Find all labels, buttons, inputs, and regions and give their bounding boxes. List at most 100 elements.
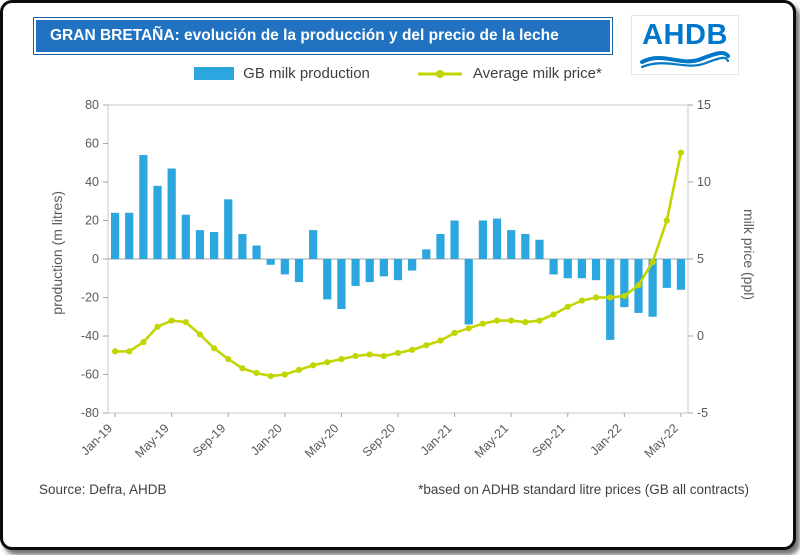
left-tick-label: -20 xyxy=(81,291,99,305)
x-tick-label: May-20 xyxy=(302,421,341,460)
x-tick-label: May-22 xyxy=(642,421,681,460)
price-marker xyxy=(493,317,501,324)
left-tick-label: -60 xyxy=(81,368,99,382)
price-marker xyxy=(324,359,331,366)
price-marker xyxy=(126,348,133,355)
x-tick-label: Jan-22 xyxy=(588,421,625,458)
price-marker xyxy=(663,217,670,224)
production-bar xyxy=(408,259,417,271)
price-marker xyxy=(253,369,260,377)
combo-chart: -80 -60 -40 -20 0 20 40 60 80 -5 0 5 10 15 Jan-19 May-1… xyxy=(78,98,711,461)
price-marker xyxy=(635,282,642,289)
price-marker xyxy=(182,319,189,326)
production-bar xyxy=(507,230,516,259)
price-marker xyxy=(154,323,161,330)
price-marker xyxy=(338,356,345,363)
production-bar xyxy=(521,233,530,259)
price-marker xyxy=(225,356,232,363)
x-tick-label: Sep-19 xyxy=(190,421,228,459)
price-marker xyxy=(578,297,586,304)
price-marker xyxy=(607,294,614,301)
production-bar xyxy=(535,239,544,259)
production-bar xyxy=(195,230,205,259)
right-axis-title: milk price (ppl) xyxy=(741,209,757,301)
production-bar xyxy=(167,168,176,259)
production-bar xyxy=(309,230,318,259)
price-marker xyxy=(437,337,444,344)
price-marker xyxy=(522,319,529,326)
right-tick-label: 15 xyxy=(697,98,711,112)
production-bar xyxy=(492,218,502,259)
production-bar xyxy=(365,259,374,283)
production-bar xyxy=(181,214,190,259)
left-tick-label: 80 xyxy=(85,98,99,112)
price-marker xyxy=(677,149,685,156)
production-bar xyxy=(238,233,247,259)
production-bar xyxy=(563,259,572,279)
price-marker xyxy=(267,372,274,380)
production-bars xyxy=(110,155,686,340)
legend-item-price: Average milk price* xyxy=(416,65,602,82)
production-bar xyxy=(139,155,148,259)
x-tick-label: Jan-20 xyxy=(248,421,285,458)
price-marker xyxy=(281,371,288,378)
price-marker xyxy=(479,320,486,327)
price-marker xyxy=(649,258,656,266)
ahdb-wave-icon xyxy=(640,51,730,69)
production-bar xyxy=(125,212,134,259)
x-tick-label: Sep-21 xyxy=(529,421,567,459)
production-bar xyxy=(591,259,601,281)
right-tick-label: 5 xyxy=(697,252,704,266)
price-marker xyxy=(380,352,387,360)
legend-line-swatch xyxy=(417,69,462,78)
price-markers xyxy=(111,149,685,380)
page-title-rest: : evolución de la producción y del preci… xyxy=(174,27,559,44)
production-bar xyxy=(209,232,219,259)
production-bar xyxy=(464,259,473,325)
price-marker xyxy=(394,349,402,357)
production-bar xyxy=(577,259,587,279)
production-bar xyxy=(422,249,431,259)
price-marker xyxy=(592,294,600,301)
price-marker xyxy=(465,325,472,332)
production-bar xyxy=(676,259,686,290)
production-bar xyxy=(549,259,558,275)
price-marker xyxy=(352,352,359,360)
price-marker xyxy=(295,366,303,373)
production-bar xyxy=(620,259,629,308)
price-marker xyxy=(140,339,147,346)
legend-bar-swatch xyxy=(194,67,235,80)
left-tick-label: 60 xyxy=(85,137,99,151)
x-tick-label: Sep-20 xyxy=(360,421,398,459)
legend-label-price: Average milk price* xyxy=(472,65,602,82)
legend-label-production: GB milk production xyxy=(243,65,370,82)
production-bar xyxy=(393,259,403,281)
x-tick-label: Jan-21 xyxy=(418,421,455,458)
footnote: *based on ADHB standard litre prices (GB… xyxy=(418,482,749,497)
ahdb-logo-text: AHDB xyxy=(642,19,728,51)
price-marker xyxy=(423,342,430,349)
production-bar xyxy=(648,259,657,317)
production-bar xyxy=(266,259,275,265)
production-bar xyxy=(323,259,332,300)
legend-item-production: GB milk production xyxy=(194,65,370,82)
title-banner: GRAN BRETAÑA: evolución de la producción… xyxy=(33,17,613,55)
production-bar xyxy=(280,259,289,275)
left-tick-label: 0 xyxy=(92,252,99,266)
left-tick-label: -40 xyxy=(81,329,99,343)
price-marker xyxy=(508,317,515,324)
price-marker xyxy=(409,346,416,353)
production-bar xyxy=(662,259,671,288)
right-tick-label: 0 xyxy=(697,329,704,343)
price-marker xyxy=(366,351,373,358)
chart-legend: GB milk production Average milk price* xyxy=(3,65,793,82)
production-bar xyxy=(478,220,487,259)
left-tick-label: 40 xyxy=(85,175,99,189)
x-tick-label: May-19 xyxy=(132,421,171,460)
x-tick-label: Jan-19 xyxy=(78,421,115,458)
price-marker xyxy=(536,317,543,324)
production-bar xyxy=(252,245,261,259)
production-bar xyxy=(450,220,459,259)
price-marker xyxy=(564,303,571,310)
